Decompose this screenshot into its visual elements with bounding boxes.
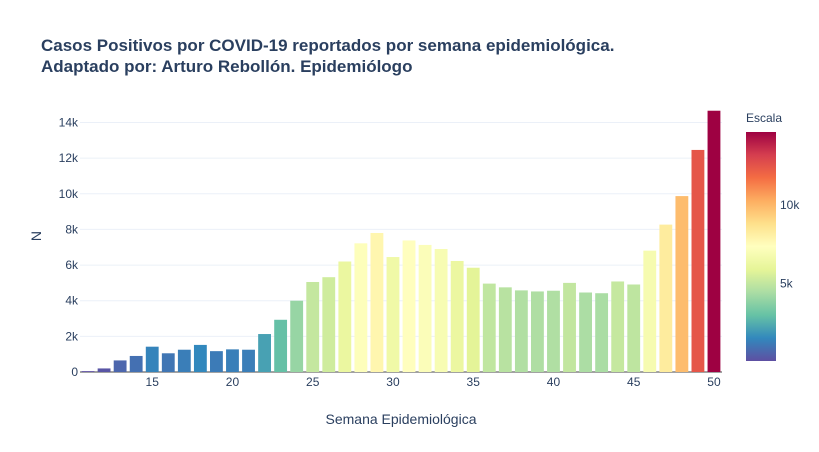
bar-week-23 [274,319,288,372]
y-tick-label: 2k [65,329,79,343]
x-tick-label: 35 [467,375,481,389]
bar-week-32 [418,244,432,372]
bar-week-13 [113,360,127,372]
x-tick-label: 30 [386,375,400,389]
x-tick-label: 40 [547,375,561,389]
gridlines [80,121,722,373]
chart-subtitle: Adaptado por: Arturo Rebollón. Epidemiól… [41,57,412,76]
bar-week-14 [129,355,143,372]
y-tick-label: 10k [59,187,79,201]
bars [81,110,721,372]
bar-week-20 [226,349,239,372]
colorbar-tick-label: 10k [780,198,800,212]
bar-week-22 [258,334,271,372]
bar-week-48 [675,196,689,372]
bar-week-26 [322,277,336,372]
bar-week-18 [193,344,207,372]
bar-week-12 [97,368,111,372]
y-tick-label: 4k [65,294,79,308]
bar-week-50 [707,110,721,372]
y-tick-label: 8k [65,222,79,236]
bar-week-17 [177,349,191,372]
colorbar-title: Escala [746,111,782,125]
y-tick-label: 6k [65,258,79,272]
bar-week-21 [242,349,255,372]
bar-week-19 [210,351,223,372]
x-axis-title: Semana Epidemiológica [326,411,477,427]
bar-week-47 [659,224,673,372]
x-tick-label: 50 [707,375,721,389]
bar-week-42 [579,292,592,372]
x-tick-label: 20 [226,375,240,389]
bar-week-44 [611,281,625,372]
bar-week-24 [290,300,304,372]
bar-week-43 [595,293,609,372]
bar-week-39 [531,291,544,372]
bar-week-11 [81,371,95,372]
y-axis-title: N [28,231,44,241]
x-tick-label: 25 [306,375,320,389]
x-tick-label: 15 [146,375,160,389]
bar-week-49 [691,149,705,372]
bar-week-16 [161,353,175,372]
y-tick-label: 12k [59,151,79,165]
bar-week-33 [434,249,448,372]
bar-week-41 [563,282,576,372]
bar-week-38 [514,290,528,372]
bar-week-34 [450,260,464,372]
x-tick-label: 45 [627,375,641,389]
bar-week-15 [145,346,159,372]
colorbar-ticks: 5k 10k [780,198,800,290]
bar-week-37 [498,287,512,372]
bar-week-31 [402,240,416,372]
x-axis-ticks: 15 20 25 30 35 40 45 50 [146,375,721,389]
bar-week-30 [386,257,400,372]
chart-title: Casos Positivos por COVID-19 reportados … [41,36,614,55]
bar-week-27 [338,261,352,372]
colorbar [746,132,776,361]
bar-week-46 [643,250,657,372]
colorbar-tick-label: 5k [780,276,794,290]
bar-week-28 [354,243,368,372]
bar-week-29 [370,232,384,372]
y-tick-label: 0 [71,365,78,379]
bar-week-35 [466,267,480,372]
bar-week-25 [306,281,320,372]
bar-week-36 [482,283,496,372]
y-axis-ticks: 0 2k 4k 6k 8k 10k 12k 14k [59,115,79,379]
bar-week-40 [547,290,560,372]
y-tick-label: 14k [59,115,79,129]
bar-week-45 [627,284,641,372]
